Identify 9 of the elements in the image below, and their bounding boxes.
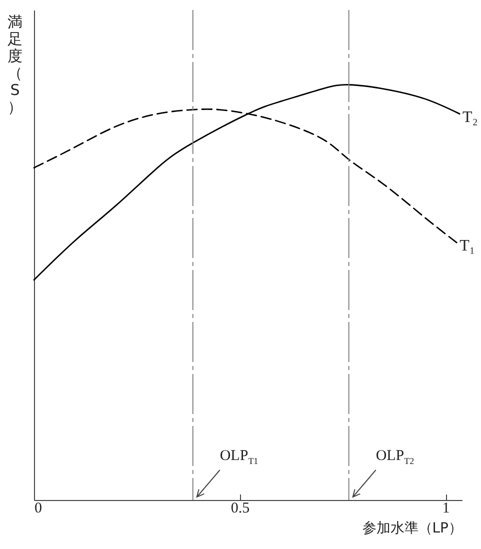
y-axis-title: 満足度（S） (6, 13, 24, 116)
x-axis-title: 参加水準（LP） (362, 520, 462, 536)
series-label: T₁ (460, 238, 476, 255)
x-tick-label: 0 (34, 500, 42, 516)
x-tick-label: 0.5 (230, 500, 250, 516)
ref-line-label: OLP$_{T1}$ (220, 448, 258, 466)
x-tick-label: 1 (442, 500, 450, 516)
series-label: T₂ (462, 108, 478, 126)
ref-line-label: OLP$_{T2}$ (376, 448, 414, 466)
